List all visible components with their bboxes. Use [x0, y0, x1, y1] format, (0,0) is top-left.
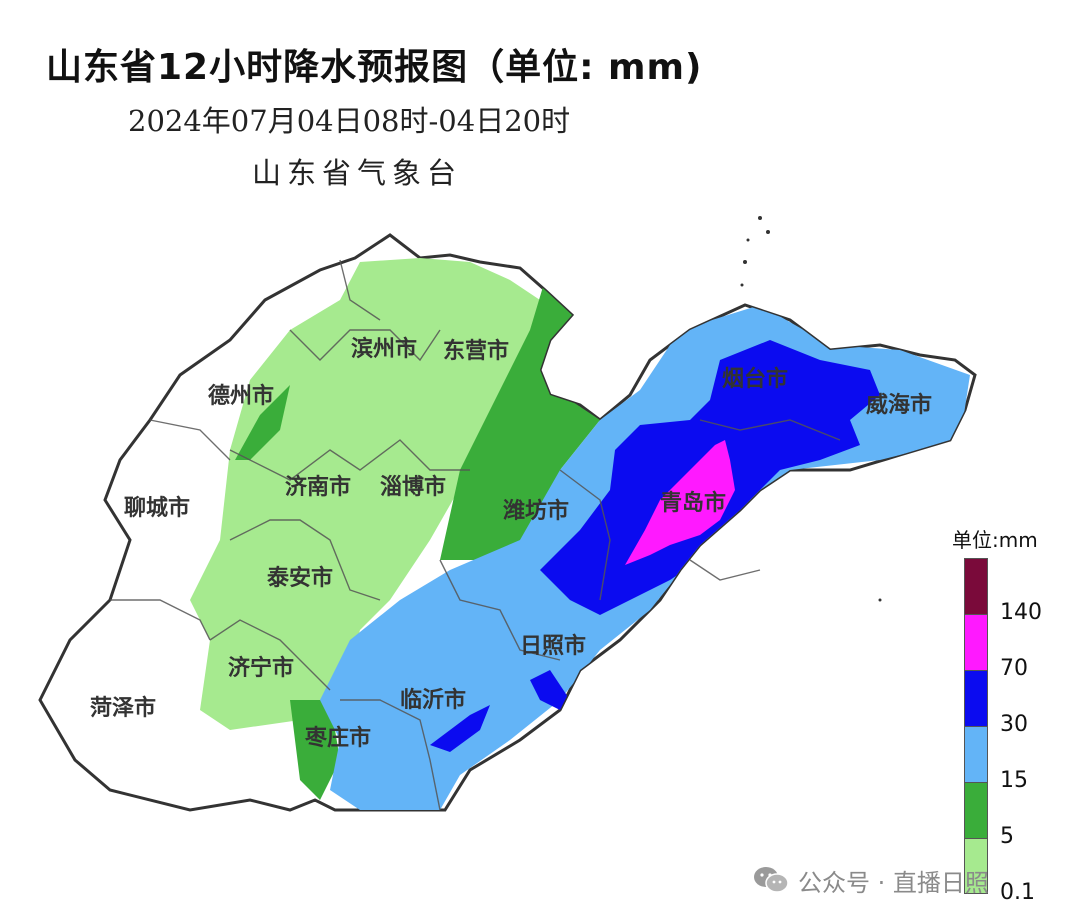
issuing-agency: 山东省气象台 [252, 156, 463, 190]
islands [740, 216, 882, 602]
district-boundaries [110, 259, 841, 811]
city-label-rizhao: 日照市 [520, 633, 586, 659]
map-title: 山东省12小时降水预报图（单位: mm) [46, 47, 703, 88]
legend-swatch [964, 782, 988, 838]
legend-unit-label: 单位:mm [952, 528, 1038, 552]
rain-zone-moderate-west [235, 385, 290, 460]
city-label-yantai: 烟台市 [722, 366, 788, 392]
city-label-zibo: 淄博市 [380, 474, 446, 500]
rain-zone-storm-linyi [430, 705, 490, 752]
city-label-weifang: 潍坊市 [503, 498, 569, 524]
city-label-weihai: 威海市 [866, 392, 932, 418]
rain-zone-light [190, 258, 540, 730]
legend-swatch [964, 670, 988, 726]
city-label-jinan: 济南市 [285, 474, 351, 500]
legend-swatch [964, 558, 988, 614]
legend-tick-label: 70 [1000, 656, 1028, 681]
legend-colorbar [964, 558, 988, 894]
city-label-qingdao: 青岛市 [660, 490, 726, 516]
city-label-jining: 济宁市 [228, 655, 294, 681]
wechat-icon [752, 865, 790, 895]
rain-zone-severe [625, 440, 735, 565]
legend-tick-label: 30 [1000, 712, 1028, 737]
legend-tick-label: 0.1 [1000, 880, 1035, 905]
city-labels: 滨州市 东营市 德州市 烟台市 威海市 济南市 淄博市 聊城市 潍坊市 青岛市 … [90, 336, 932, 751]
rain-zone-storm-rizhao [530, 670, 570, 710]
city-label-taian: 泰安市 [266, 565, 333, 591]
legend-tick-label: 15 [1000, 768, 1028, 793]
city-label-linyi: 临沂市 [400, 687, 466, 713]
city-label-dezhou: 德州市 [208, 383, 274, 409]
watermark: 公众号 · 直播日照 [752, 862, 989, 898]
city-label-dongying: 东营市 [443, 338, 509, 364]
city-label-liaocheng: 聊城市 [124, 495, 190, 521]
legend-tick-label: 5 [1000, 824, 1014, 849]
legend-tick-label: 140 [1000, 600, 1042, 625]
watermark-text: 公众号 · 直播日照 [798, 868, 989, 897]
city-label-heze: 菏泽市 [90, 695, 156, 721]
city-label-binzhou: 滨州市 [351, 336, 417, 362]
city-label-zaozhuang: 枣庄市 [304, 725, 371, 751]
legend-swatch [964, 614, 988, 670]
forecast-period: 2024年07月04日08时-04日20时 [128, 104, 571, 138]
legend-swatch [964, 838, 988, 894]
legend-swatch [964, 726, 988, 782]
rain-zone-moderate-south [290, 700, 340, 800]
